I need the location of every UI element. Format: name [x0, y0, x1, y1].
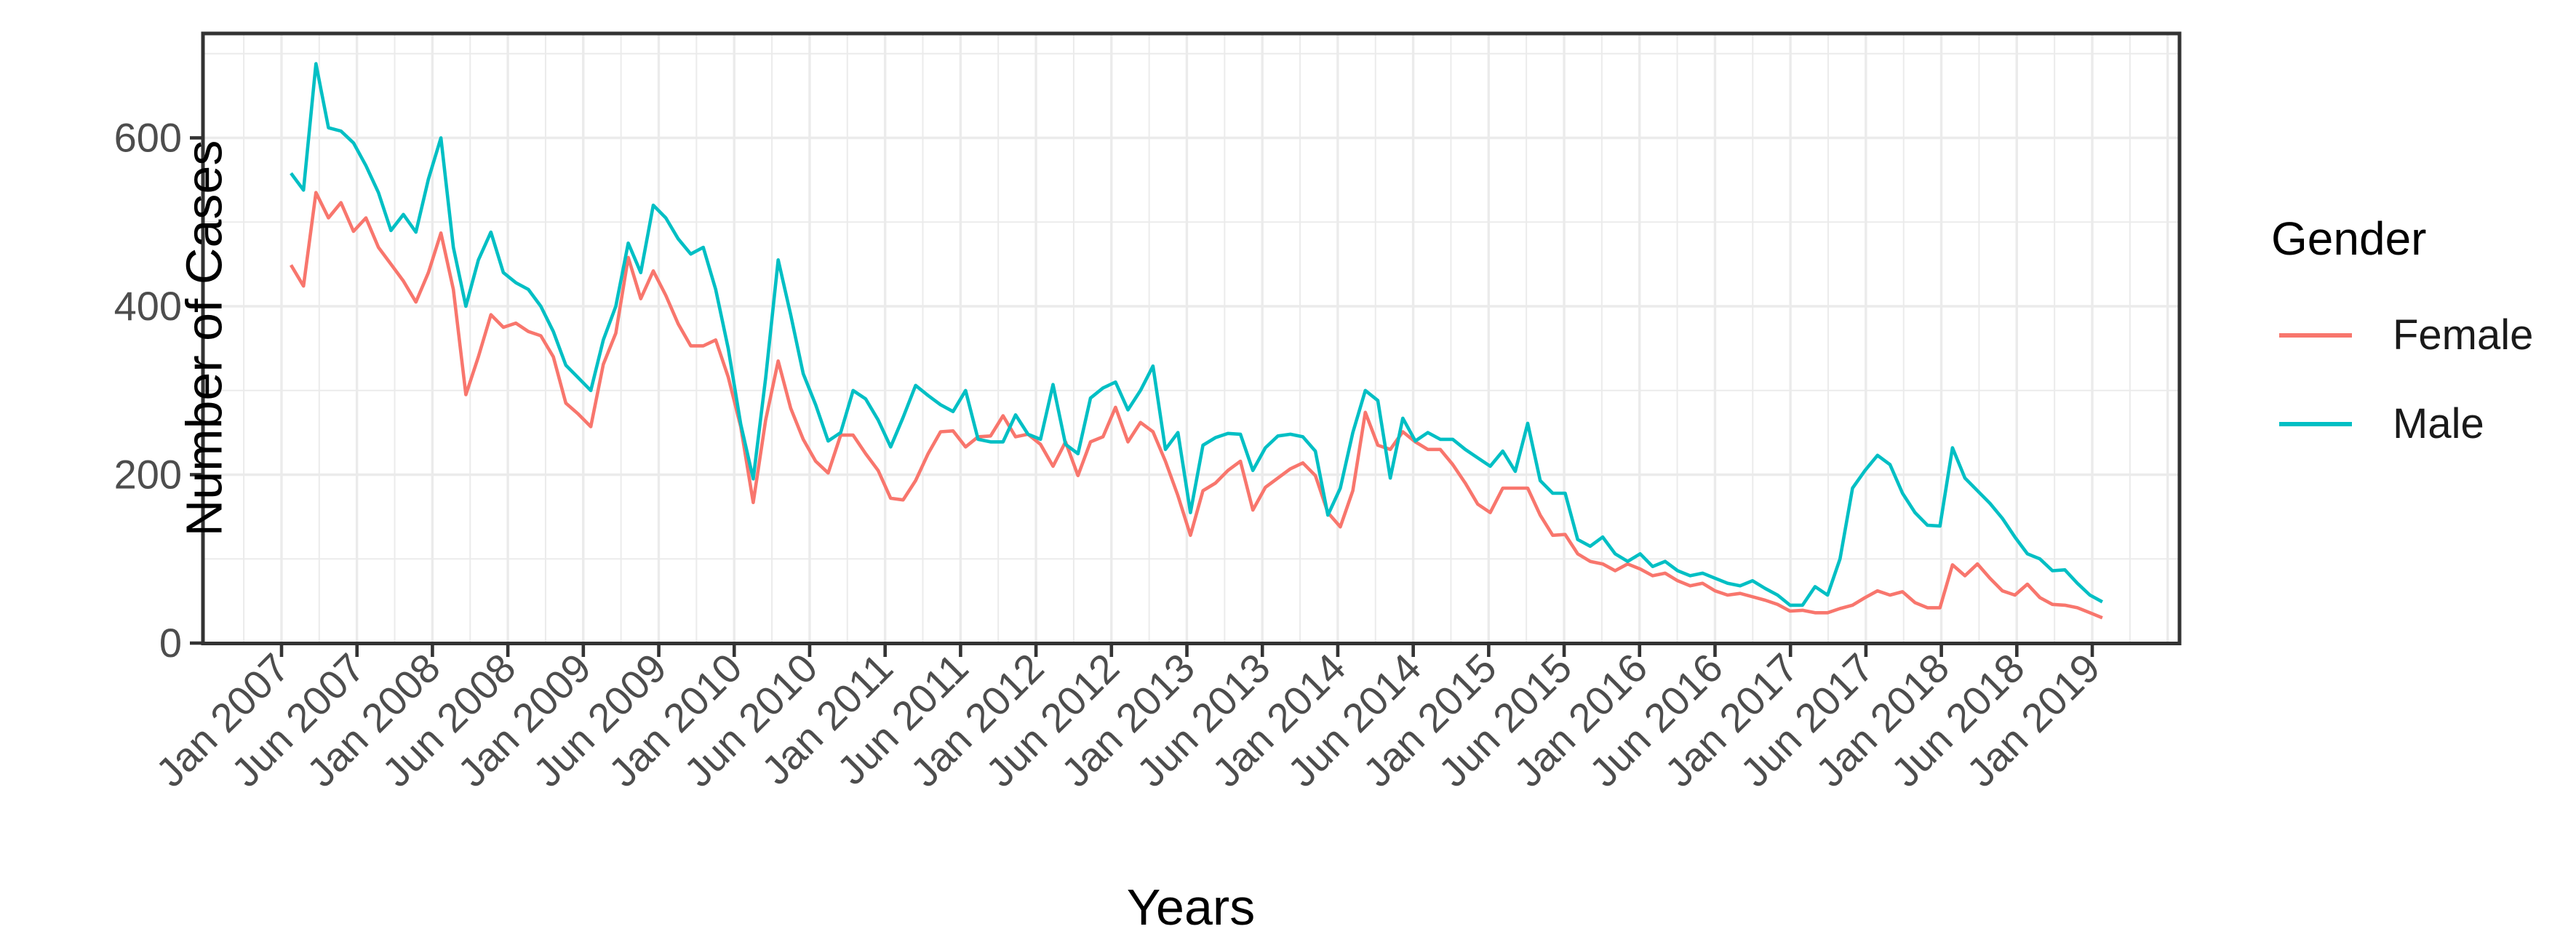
legend-item-male: Male: [2261, 401, 2484, 447]
legend-item-label: Female: [2393, 311, 2534, 359]
plot-panel: [203, 33, 2180, 644]
y-axis-title: Number of Cases: [175, 140, 233, 537]
legend-item-female: Female: [2261, 312, 2533, 359]
legend-title: Gender: [2271, 212, 2427, 265]
y-tick-label: 0: [159, 620, 182, 666]
y-tick-label: 600: [114, 115, 182, 161]
male-series-line: [290, 62, 2103, 607]
x-axis-title: Years: [1126, 879, 1256, 936]
male-line-key: [2279, 422, 2352, 426]
legend: Gender Female Male: [2261, 212, 2574, 445]
female-line-key: [2279, 333, 2352, 338]
female-series-line: [290, 191, 2103, 620]
legend-item-label: Male: [2393, 400, 2484, 447]
y-tick-label: 400: [114, 283, 182, 329]
y-tick-label: 200: [114, 452, 182, 498]
panel-border: [201, 31, 2182, 645]
